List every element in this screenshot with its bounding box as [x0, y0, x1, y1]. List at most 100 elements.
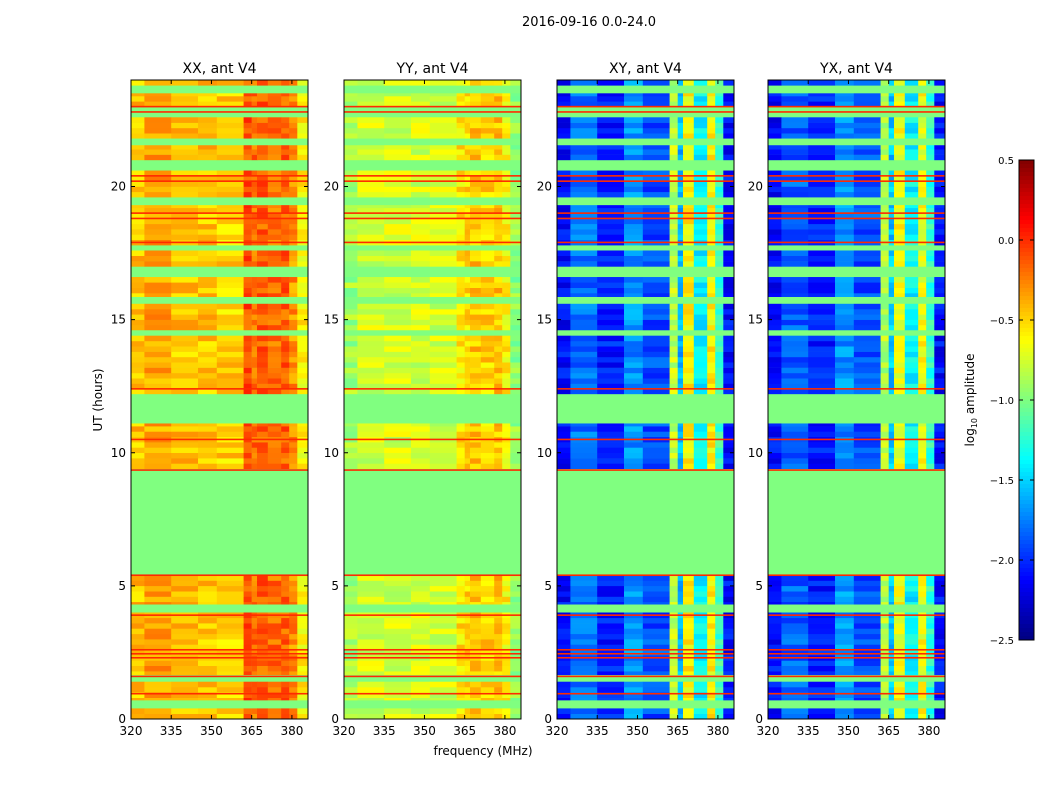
heatmap-cell: [457, 442, 465, 448]
x-tick-label: 365: [453, 724, 476, 738]
heatmap-cell: [510, 378, 521, 384]
heatmap-cell: [344, 362, 358, 368]
heatmap-cell: [198, 352, 217, 358]
heatmap-cell: [881, 304, 889, 310]
heatmap-cell: [768, 432, 782, 438]
heatmap-cell: [510, 575, 521, 581]
heatmap-cell: [131, 181, 145, 187]
heatmap-cell: [171, 389, 198, 395]
heatmap-cell: [557, 373, 571, 379]
heatmap-cell: [781, 453, 808, 459]
heatmap-cell: [905, 426, 919, 432]
heatmap-cell: [624, 133, 643, 139]
heatmap-cell: [281, 320, 289, 326]
heatmap-cell: [502, 229, 510, 235]
heatmap-cell: [171, 357, 198, 363]
heatmap-cell: [244, 389, 252, 395]
heatmap-cell: [198, 432, 217, 438]
heatmap-cell: [281, 357, 289, 363]
heatmap-cell: [481, 463, 495, 469]
heatmap-cell: [707, 277, 715, 283]
heatmap-cell: [297, 277, 308, 283]
heatmap-cell: [144, 442, 171, 448]
heatmap-cell: [707, 320, 715, 326]
heatmap-cell: [384, 229, 411, 235]
heatmap-cell: [597, 453, 624, 459]
heatmap-cell: [694, 586, 708, 592]
heatmap-cell: [297, 660, 308, 666]
heatmap-cell: [244, 123, 252, 129]
heatmap-cell: [244, 96, 252, 102]
heatmap-cell: [457, 426, 465, 432]
heatmap-cell: [430, 155, 457, 161]
heatmap-cell: [217, 256, 244, 262]
heatmap-cell: [683, 357, 694, 363]
heatmap-cell: [289, 282, 297, 288]
heatmap-cell: [510, 666, 521, 672]
heatmap-cell: [244, 117, 252, 123]
heatmap-cell: [854, 149, 881, 155]
heatmap-cell: [808, 629, 835, 635]
heatmap-cell: [465, 325, 471, 331]
heatmap-cell: [894, 432, 905, 438]
heatmap-cell: [781, 442, 808, 448]
heatmap-cell: [597, 261, 624, 267]
heatmap-cell: [723, 368, 734, 374]
heatmap-cell: [715, 708, 723, 714]
heatmap-cell: [144, 447, 171, 453]
heatmap-cell: [624, 682, 643, 688]
heatmap-cell: [781, 341, 808, 347]
heatmap-cell: [624, 282, 643, 288]
heatmap-cell: [557, 304, 571, 310]
heatmap-cell: [257, 192, 268, 198]
heatmap-cell: [624, 325, 643, 331]
heatmap-cell: [881, 389, 889, 395]
outlier-line: [557, 242, 734, 244]
heatmap-cell: [289, 261, 297, 267]
heatmap-cell: [926, 282, 934, 288]
heatmap-cell: [694, 341, 708, 347]
heatmap-cell: [384, 575, 411, 581]
heatmap-cell: [694, 309, 708, 315]
heatmap-cell: [344, 639, 358, 645]
heatmap-cell: [344, 309, 358, 315]
heatmap-cell: [252, 682, 258, 688]
colorbar-segment: [1019, 164, 1034, 169]
heatmap-cell: [465, 250, 471, 256]
heatmap-cell: [781, 187, 808, 193]
heatmap-cell: [597, 378, 624, 384]
heatmap-cell: [926, 128, 934, 134]
heatmap-cell: [144, 187, 171, 193]
heatmap-cell: [494, 117, 502, 123]
heatmap-cell: [670, 714, 678, 720]
heatmap-cell: [144, 250, 171, 256]
heatmap-cell: [481, 261, 495, 267]
heatmap-cell: [257, 458, 268, 464]
heatmap-cell: [502, 320, 510, 326]
heatmap-cell: [934, 314, 945, 320]
heatmap-cell: [481, 639, 495, 645]
heatmap-cell: [694, 181, 708, 187]
heatmap-cell: [465, 234, 471, 240]
heatmap-cell: [894, 133, 905, 139]
heatmap-cell: [244, 192, 252, 198]
heatmap-cell: [694, 432, 708, 438]
heatmap-cell: [131, 687, 145, 693]
heatmap-cell: [624, 219, 643, 225]
colorbar-segment: [1019, 412, 1034, 417]
colorbar-segment: [1019, 432, 1034, 437]
heatmap-cell: [171, 336, 198, 342]
heatmap-cell: [643, 155, 670, 161]
heatmap-cell: [252, 219, 258, 225]
heatmap-cell: [670, 181, 678, 187]
heatmap-cell: [570, 687, 597, 693]
heatmap-cell: [289, 123, 297, 129]
heatmap-cell: [289, 463, 297, 469]
heatmap-cell: [430, 368, 457, 374]
y-tick-label: 20: [324, 180, 339, 194]
heatmap-cell: [257, 634, 268, 640]
heatmap-cell: [707, 373, 715, 379]
heatmap-cell: [934, 341, 945, 347]
heatmap-cell: [171, 426, 198, 432]
heatmap-cell: [465, 639, 471, 645]
